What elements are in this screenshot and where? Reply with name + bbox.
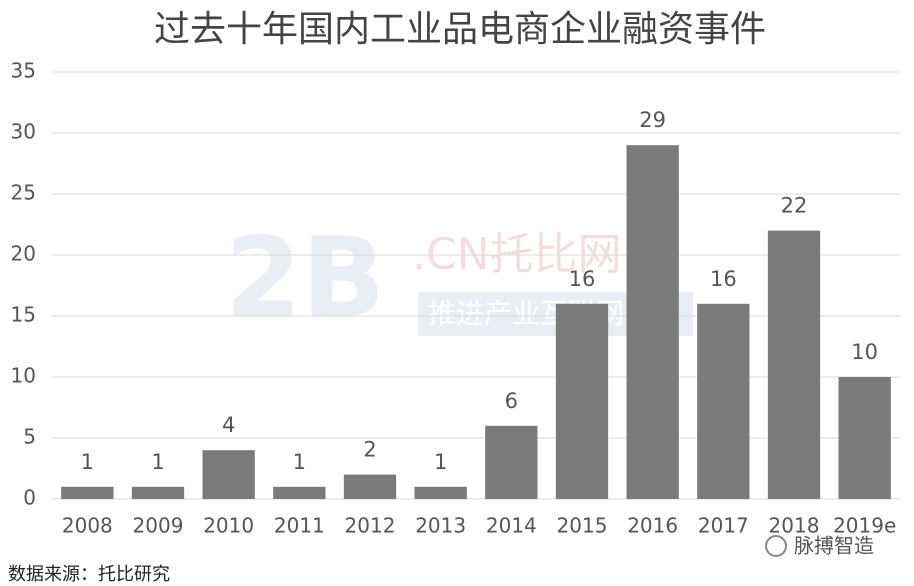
bar bbox=[202, 450, 255, 499]
bar bbox=[273, 486, 326, 499]
bar bbox=[697, 303, 750, 499]
watermark-logo: 2B bbox=[225, 213, 385, 341]
brand-icon bbox=[765, 535, 787, 557]
data-label: 29 bbox=[639, 108, 666, 132]
watermark-slogan: 推进产业互联网化 bbox=[428, 297, 652, 330]
watermark: 2B .CN托比网 推进产业互联网化 bbox=[225, 213, 693, 341]
data-label: 16 bbox=[569, 267, 596, 291]
x-tick-label: 2009 bbox=[133, 514, 184, 538]
bar bbox=[626, 145, 679, 499]
data-label: 1 bbox=[293, 450, 306, 474]
source-note: 数据来源：托比研究 bbox=[8, 564, 170, 585]
bar bbox=[838, 377, 891, 499]
y-tick-label: 10 bbox=[11, 364, 36, 388]
data-label: 16 bbox=[710, 267, 737, 291]
x-tick-label: 2018 bbox=[769, 514, 820, 538]
data-label: 4 bbox=[222, 413, 235, 437]
y-tick-label: 15 bbox=[11, 303, 36, 327]
x-tick-label: 2008 bbox=[62, 514, 113, 538]
y-tick-label: 30 bbox=[11, 120, 36, 144]
x-tick-label: 2019e bbox=[833, 514, 896, 538]
x-tick-label: 2010 bbox=[203, 514, 254, 538]
bar bbox=[343, 474, 397, 499]
data-label: 2 bbox=[363, 438, 376, 462]
bar bbox=[414, 486, 467, 499]
x-tick-label: 2011 bbox=[274, 514, 325, 538]
bar bbox=[555, 303, 609, 499]
bar bbox=[131, 486, 185, 499]
x-tick-label: 2017 bbox=[698, 514, 749, 538]
y-tick-label: 25 bbox=[11, 181, 36, 205]
data-label: 1 bbox=[434, 450, 447, 474]
y-tick-label: 0 bbox=[23, 486, 36, 510]
bar bbox=[485, 425, 538, 499]
x-tick-label: 2015 bbox=[557, 514, 608, 538]
bar bbox=[767, 230, 821, 499]
x-tick-label: 2012 bbox=[345, 514, 396, 538]
y-tick-label: 35 bbox=[11, 59, 36, 83]
chart-title: 过去十年国内工业品电商企业融资事件 bbox=[154, 9, 766, 50]
data-label: 22 bbox=[781, 194, 808, 218]
brand: 脉搏智造 bbox=[794, 534, 874, 558]
data-label: 1 bbox=[151, 450, 164, 474]
data-label: 10 bbox=[851, 340, 878, 364]
y-tick-label: 5 bbox=[23, 425, 36, 449]
x-tick-label: 2016 bbox=[627, 514, 678, 538]
x-tick-label: 2014 bbox=[486, 514, 537, 538]
y-tick-label: 20 bbox=[11, 242, 36, 266]
data-label: 6 bbox=[505, 389, 518, 413]
bar bbox=[61, 486, 114, 499]
data-label: 1 bbox=[81, 450, 94, 474]
x-tick-label: 2013 bbox=[415, 514, 466, 538]
